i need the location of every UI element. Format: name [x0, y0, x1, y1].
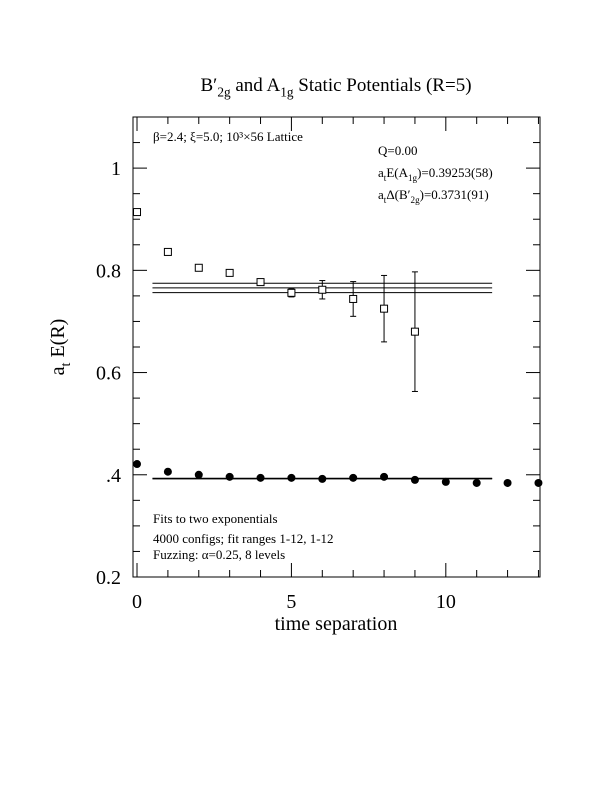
point: [163, 247, 172, 256]
chart-title-part: and A: [231, 75, 281, 96]
annotation-part: β=2.4; ξ=5.0; 10³×56 Lattice: [153, 129, 303, 144]
point: [287, 473, 296, 482]
point: [410, 327, 419, 336]
x-tick-label: 0: [132, 591, 142, 613]
point: [410, 475, 419, 484]
y-tick-label: 0.2: [96, 567, 121, 589]
point: [380, 472, 389, 481]
annotation-part: t: [384, 173, 387, 183]
point: [133, 460, 142, 469]
chart-title: B′2g and A1g Static Potentials (R=5): [200, 75, 471, 100]
annotation-part: 1g: [408, 173, 418, 183]
x-axis-label: time separation: [275, 613, 398, 635]
annotation-part: 4000 configs; fit ranges 1-12, 1-12: [153, 531, 334, 546]
point: [472, 478, 481, 487]
annotation-part: Δ(B′: [386, 187, 410, 202]
y-tick-label: 0.8: [96, 260, 121, 282]
point: [194, 263, 203, 272]
chart-title-part: Static Potentials (R=5): [294, 75, 472, 96]
point: [256, 278, 265, 287]
annotation-part: E(A: [386, 165, 408, 180]
chart-title-part: 1g: [280, 85, 294, 100]
y-axis-label: at E(R): [47, 319, 74, 376]
annotation-part: Fuzzing: α=0.25, 8 levels: [153, 547, 285, 562]
annotation-part: Fits to two exponentials: [153, 511, 278, 526]
point: [194, 470, 203, 479]
chart-title-part: B′: [200, 75, 217, 96]
annotation-part: 2g: [411, 195, 421, 205]
point: [287, 288, 296, 297]
annotation: atE(A1g)=0.39253(58): [378, 165, 493, 183]
y-axis-label-part: a: [47, 366, 69, 375]
point: [318, 474, 327, 483]
point: [225, 268, 234, 277]
point: [349, 294, 358, 303]
annotation-part: )=0.3731(91): [420, 187, 489, 202]
y-tick-label: 0.6: [96, 363, 121, 385]
point: [133, 208, 142, 217]
annotation-part: a: [378, 187, 384, 202]
point: [441, 477, 450, 486]
point: [163, 467, 172, 476]
y-axis-label-part: E(R): [47, 319, 69, 363]
point: [225, 472, 234, 481]
x-tick-label: 10: [436, 591, 456, 613]
point: [256, 473, 265, 482]
annotation: Fits to two exponentials: [153, 511, 278, 526]
y-tick-label: .4: [106, 465, 121, 487]
chart-title-part: 2g: [217, 85, 231, 100]
annotation: 4000 configs; fit ranges 1-12, 1-12: [153, 531, 334, 546]
annotation: β=2.4; ξ=5.0; 10³×56 Lattice: [153, 129, 303, 144]
point: [318, 285, 327, 294]
annotation-part: Q=0.00: [378, 143, 417, 158]
annotation: Fuzzing: α=0.25, 8 levels: [153, 547, 285, 562]
x-tick-label: 5: [286, 591, 296, 613]
y-axis-label-part: t: [59, 362, 74, 366]
annotation: atΔ(B′2g)=0.3731(91): [378, 187, 489, 205]
annotation: Q=0.00: [378, 143, 417, 158]
annotation-part: t: [384, 195, 387, 205]
annotation-part: a: [378, 165, 384, 180]
point: [349, 473, 358, 482]
point: [503, 478, 512, 487]
plot-frame: [132, 116, 541, 578]
annotation-part: )=0.39253(58): [417, 165, 493, 180]
point: [380, 304, 389, 313]
y-tick-label: 1: [111, 158, 121, 180]
point: [534, 478, 543, 487]
